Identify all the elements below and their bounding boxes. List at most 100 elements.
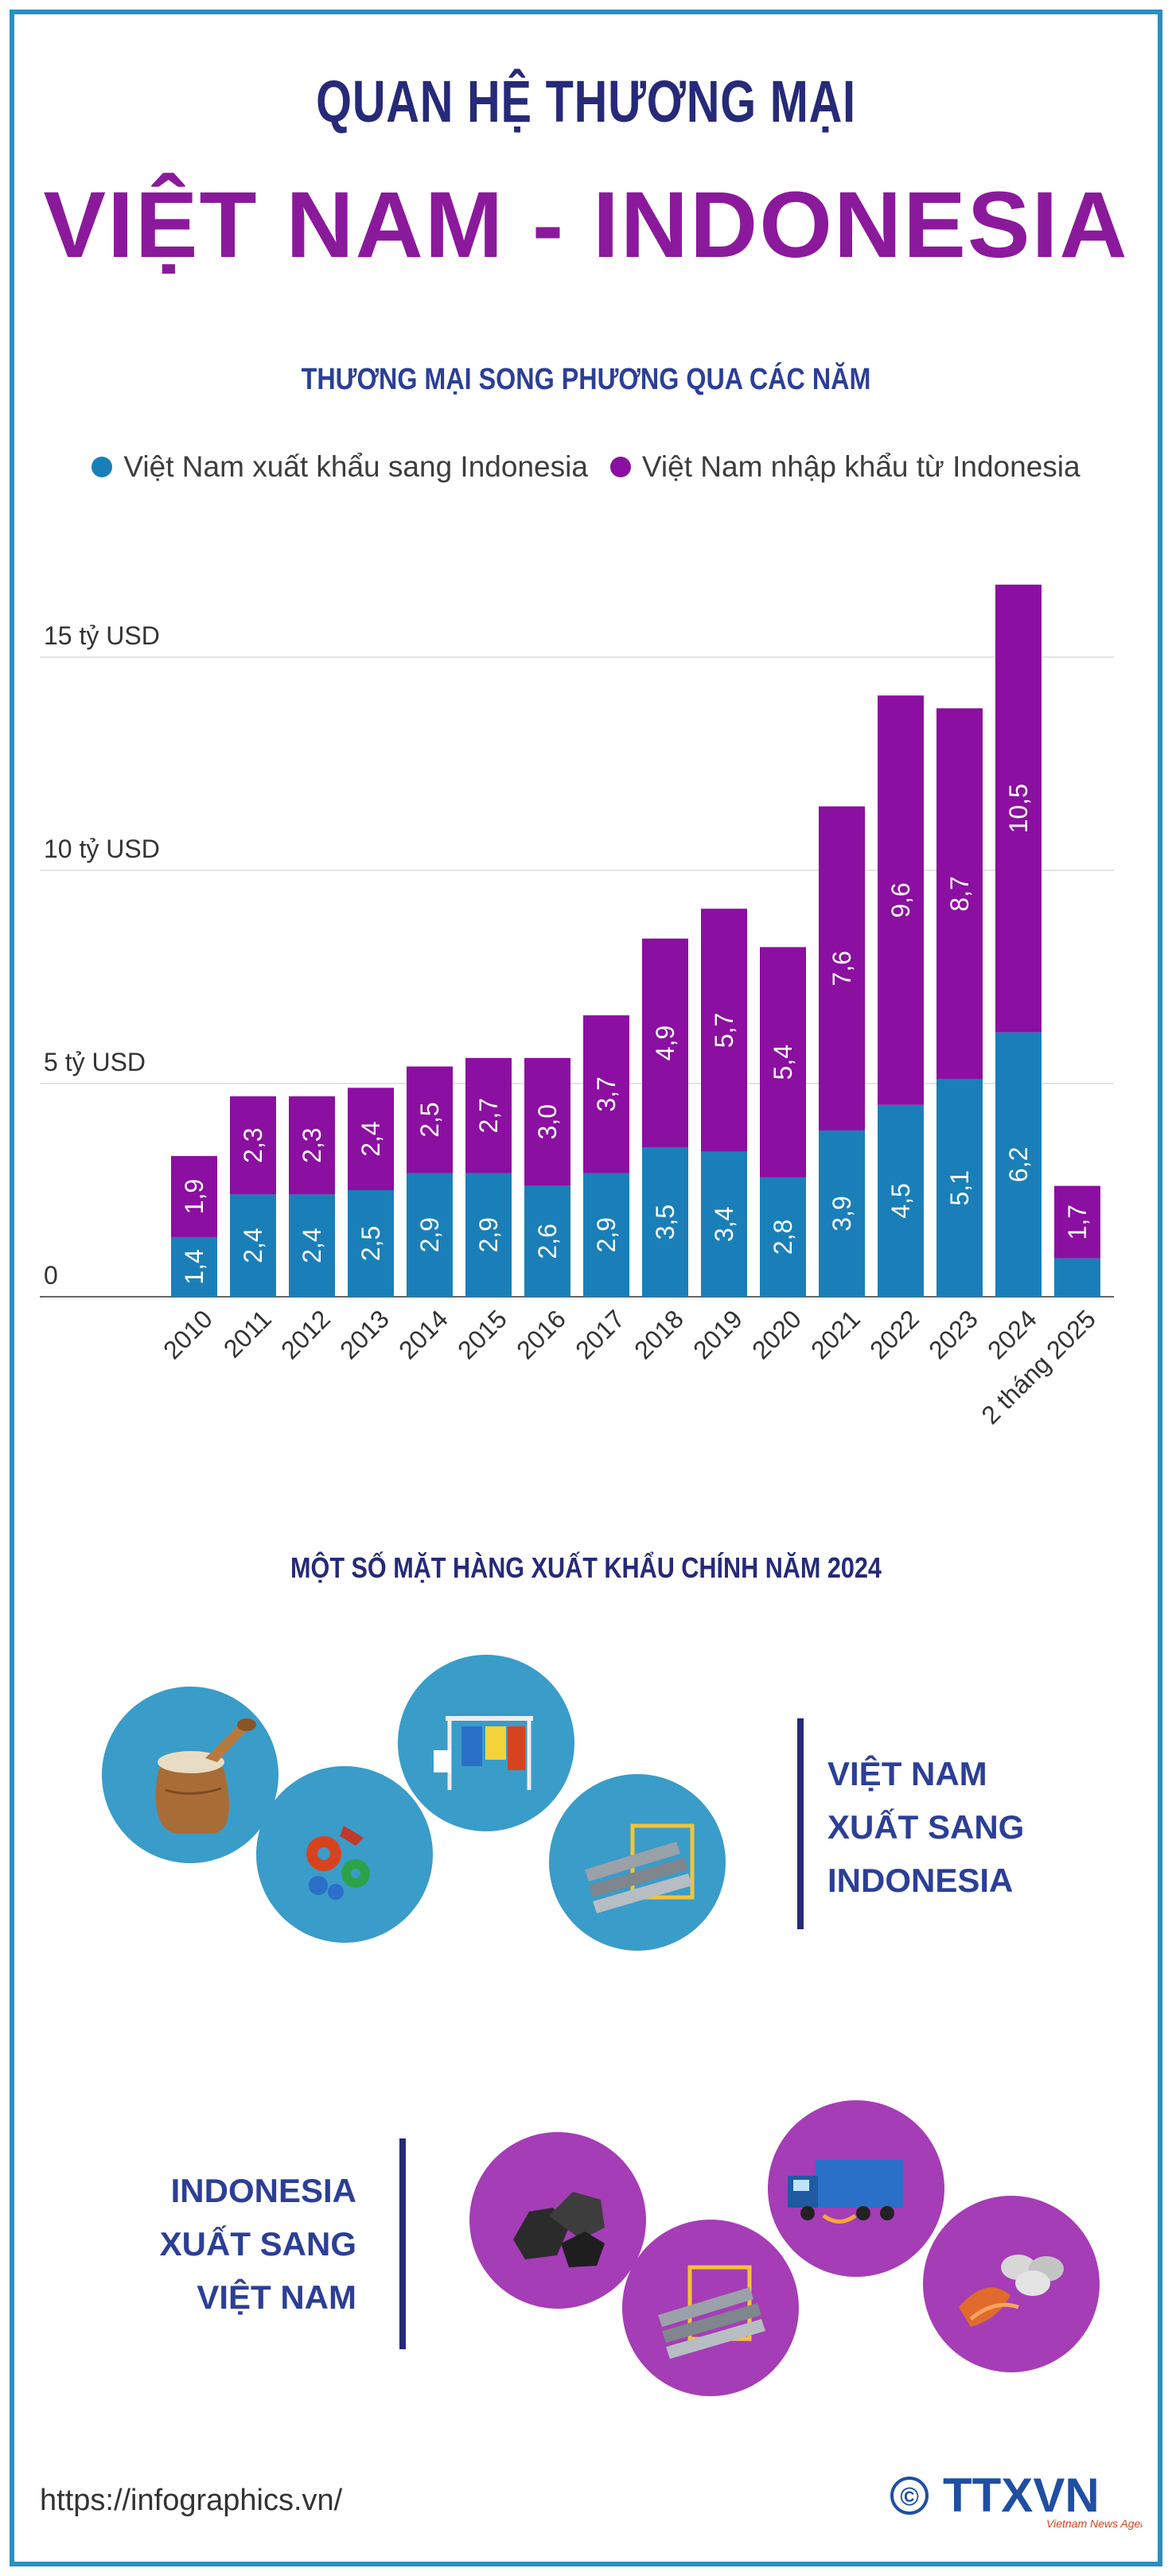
vn-label-line-3: INDONESIA <box>827 1862 1014 1899</box>
product-circle-truck <box>768 2100 944 2277</box>
bar-export <box>583 1173 629 1297</box>
id-label-line-1: INDONESIA <box>170 2172 356 2209</box>
vn-label-line-1: VIỆT NAM <box>827 1755 987 1792</box>
bar-import <box>583 1015 629 1173</box>
page-frame <box>10 10 1162 2566</box>
vn-export-label: VIỆT NAM XUẤT SANG INDONESIA <box>827 1747 1024 1907</box>
data-label-export: 3,4 <box>710 1207 738 1242</box>
product-circle-coal <box>469 2132 646 2309</box>
bar-import <box>760 947 806 1177</box>
x-tick-label: 2018 <box>629 1304 689 1364</box>
bar-chart: 0 5 tỷ USD 10 tỷ USD 15 tỷ USD 1,4 1,9 2010 2,4… <box>40 584 1114 1430</box>
data-label-import: 8,7 <box>945 876 974 911</box>
x-tick-label: 2020 <box>746 1304 807 1364</box>
data-label-export: 2,8 <box>769 1220 797 1255</box>
id-export-label: INDONESIA XUẤT SANG VIỆT NAM <box>159 2164 356 2324</box>
chart-legend: Việt Nam xuất khẩu sang Indonesia Việt N… <box>0 450 1172 484</box>
product-circle-machinery <box>256 1766 433 1943</box>
bar-export <box>936 1079 983 1297</box>
bar-export <box>407 1173 453 1297</box>
bar-export <box>878 1104 924 1297</box>
bar-import <box>465 1057 512 1173</box>
data-label-export: 2,6 <box>533 1224 562 1259</box>
steel-beams-icon <box>585 1823 695 1913</box>
y-tick-label: 0 <box>44 1261 58 1290</box>
data-label-export: 3,9 <box>827 1196 856 1231</box>
data-label-export: 2,4 <box>239 1228 267 1263</box>
bar-import <box>348 1088 394 1190</box>
bar-export <box>642 1147 688 1297</box>
bar-import <box>642 938 688 1148</box>
footer-url[interactable]: https://infographics.vn/ <box>40 2484 343 2517</box>
data-label-export: 5,1 <box>945 1170 974 1205</box>
data-label-import: 10,5 <box>1004 784 1033 833</box>
coal-icon <box>513 2192 605 2267</box>
bar-import <box>936 708 983 1080</box>
bar-import <box>289 1096 335 1195</box>
data-label-import: 1,7 <box>1063 1204 1092 1239</box>
bar-export <box>524 1185 570 1297</box>
y-tick-label: 5 tỷ USD <box>44 1048 146 1076</box>
x-tick-label: 2010 <box>158 1304 218 1364</box>
bar-export <box>995 1032 1042 1297</box>
bar-import <box>1054 1185 1100 1259</box>
data-label-import: 3,0 <box>533 1104 562 1139</box>
x-tick-label: 2011 <box>218 1304 277 1363</box>
x-tick-label: 2023 <box>923 1304 983 1364</box>
bar-import <box>524 1057 570 1186</box>
data-label-export: 4,5 <box>886 1183 915 1218</box>
data-label-import: 1,9 <box>180 1179 208 1214</box>
products-heading: MỘT SỐ MẶT HÀNG XUẤT KHẨU CHÍNH NĂM 2024 <box>290 1551 882 1584</box>
data-label-import: 2,7 <box>474 1098 503 1133</box>
title-line-1: QUAN HỆ THƯƠNG MẠI <box>316 68 856 134</box>
legend-import-label: Việt Nam nhập khẩu từ Indonesia <box>641 450 1080 483</box>
bar-import <box>995 584 1042 1033</box>
data-label-export: 2,9 <box>474 1217 503 1252</box>
y-tick-label: 15 tỷ USD <box>44 621 160 650</box>
data-label-import: 3,7 <box>592 1076 621 1111</box>
y-tick-label: 10 tỷ USD <box>44 835 160 863</box>
product-circle-clothing <box>398 1655 574 1831</box>
steel-beams-icon <box>658 2265 765 2359</box>
bar-export <box>348 1190 394 1297</box>
product-circle-rice <box>102 1687 278 1863</box>
bar-import <box>407 1066 453 1173</box>
bar-import <box>171 1156 217 1237</box>
vn-label-bar <box>797 1718 804 1929</box>
x-tick-label: 2016 <box>511 1304 571 1364</box>
data-label-export: 2,5 <box>356 1226 385 1261</box>
bar-export <box>760 1177 806 1297</box>
data-label-import: 2,3 <box>239 1127 267 1162</box>
chart-heading: THƯƠNG MẠI SONG PHƯƠNG QUA CÁC NĂM <box>301 363 871 396</box>
bar-export <box>1054 1258 1100 1297</box>
bar-import <box>819 806 865 1130</box>
legend-export-swatch <box>92 457 113 477</box>
x-tick-label: 2014 <box>393 1304 454 1364</box>
metal-coils-icon <box>959 2255 1064 2327</box>
x-tick-label: 2017 <box>570 1304 630 1364</box>
logo-subtext: Vietnam News Agency <box>1046 2517 1142 2530</box>
legend-item-export: Việt Nam xuất khẩu sang Indonesia <box>92 450 588 484</box>
bar-export <box>289 1194 335 1297</box>
ttxvn-logo: © TTXVN Vietnam News Agency <box>890 2469 1142 2530</box>
legend-import-swatch <box>609 457 631 477</box>
data-label-import: 5,4 <box>769 1045 797 1080</box>
title-line-2: VIỆT NAM - INDONESIA <box>43 173 1129 278</box>
id-label-bar <box>399 2138 406 2349</box>
copyright-symbol: © <box>900 2482 919 2511</box>
data-label-import: 2,4 <box>356 1121 385 1156</box>
data-label-export: 3,5 <box>651 1204 679 1239</box>
data-label-export: 2,4 <box>298 1228 326 1263</box>
clothing-rack-icon <box>434 1716 533 1790</box>
data-label-import: 5,7 <box>710 1013 738 1048</box>
data-label-export: 1,4 <box>180 1249 208 1284</box>
product-circle-steel-vn <box>549 1774 726 1951</box>
logo-text: TTXVN <box>943 2469 1100 2522</box>
machinery-gears-icon <box>306 1826 370 1900</box>
x-tick-label: 2022 <box>864 1304 925 1364</box>
bar-export <box>819 1130 865 1297</box>
x-tick-label: 2013 <box>334 1304 395 1364</box>
x-tick-label: 2012 <box>275 1304 336 1364</box>
x-tick-label: 2015 <box>452 1304 512 1364</box>
data-label-import: 9,6 <box>886 882 915 917</box>
